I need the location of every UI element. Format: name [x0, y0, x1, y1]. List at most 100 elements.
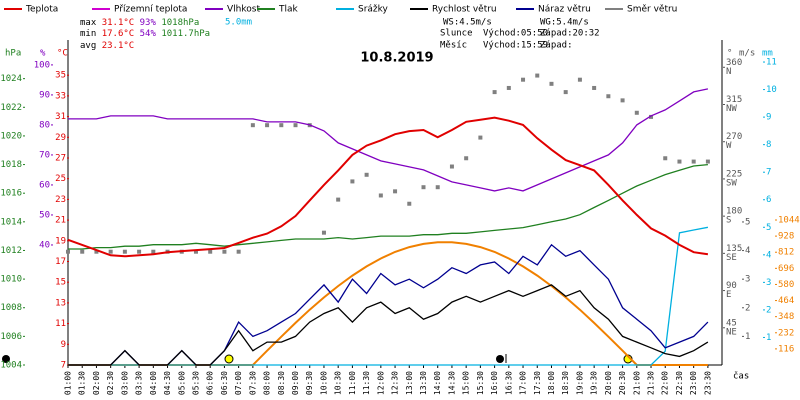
y-tick-label: 1020	[0, 131, 22, 141]
direction-point	[122, 249, 127, 254]
moon-marker	[496, 355, 504, 363]
stat-line: min 17.6°C 54% 1011.7hPa	[80, 29, 210, 39]
stat: WG:5.4m/s	[540, 18, 589, 28]
direction-point	[407, 201, 412, 206]
y-tick-label: 1014	[0, 217, 22, 227]
y-tick-label: 33	[55, 91, 66, 101]
axis-label: hPa	[5, 49, 21, 59]
y-tick-label: 35	[55, 71, 66, 81]
stat: WS:4.5m/s	[443, 18, 492, 28]
x-tick-label: 22:00	[661, 371, 670, 395]
series-line	[68, 163, 708, 250]
x-tick-label: 03:00	[120, 371, 129, 395]
stat-line: max 31.1°C 93% 1018hPa	[80, 18, 199, 28]
y-tick-label: 928	[778, 232, 794, 242]
x-tick-label: 16:00	[490, 371, 499, 395]
direction-point	[151, 249, 156, 254]
y-tick-label: 5	[745, 217, 750, 227]
direction-point	[222, 249, 227, 254]
direction-point	[80, 249, 85, 254]
direction-point	[350, 179, 355, 184]
direction-point	[236, 249, 241, 254]
direction-point	[137, 249, 142, 254]
y-tick-label: 180	[726, 207, 742, 217]
y-tick-label: 70	[39, 150, 50, 160]
y-tick-label: 40	[39, 240, 50, 250]
direction-point	[66, 249, 70, 254]
legend-label: Srážky	[358, 5, 389, 15]
y-tick-label: 5	[766, 223, 771, 233]
y-tick-label: 19	[55, 236, 66, 246]
y-tick-label: 90	[39, 90, 50, 100]
chart-title: 10.8.2019	[360, 51, 433, 66]
x-tick-label: 12:30	[391, 371, 400, 395]
y-tick-label: 270	[726, 132, 742, 142]
x-tick-label: 11:30	[362, 371, 371, 395]
direction-point	[521, 77, 526, 82]
y-tick-label: 4	[745, 246, 750, 256]
y-tick-label: 1024	[0, 74, 22, 84]
stat: Západ:20:32	[540, 29, 600, 39]
y-tick-label: 1006	[0, 332, 22, 342]
y-tick-label: 7	[61, 361, 66, 371]
direction-point	[691, 159, 696, 164]
y-tick-label: 464	[778, 296, 794, 306]
direction-point	[378, 193, 383, 198]
y-tick-label: 580	[778, 280, 794, 290]
direction-point	[94, 249, 99, 254]
x-tick-label: 05:00	[177, 371, 186, 395]
x-tick-label: 12:00	[376, 371, 385, 395]
direction-point	[250, 123, 255, 128]
y-tick-label: 3	[766, 278, 771, 288]
x-tick-label: 06:00	[206, 371, 215, 395]
legend-label: Přízemní teplota	[114, 5, 187, 15]
y-tick-label: 1	[745, 332, 750, 342]
y-tick-label: 348	[778, 312, 794, 322]
y-tick-label: W	[726, 141, 732, 151]
y-tick-label: N	[726, 67, 731, 77]
y-tick-label: 1016	[0, 189, 22, 199]
direction-point	[549, 81, 554, 86]
x-tick-label: 11:00	[348, 371, 357, 395]
direction-point	[478, 135, 483, 140]
direction-point	[677, 159, 682, 164]
stat: 1011.7hPa	[161, 29, 210, 39]
stats: max 31.1°C 93% 1018hPa 5.0mm min 17.6°C …	[80, 18, 600, 51]
x-tick-label: 08:00	[263, 371, 272, 395]
x-tick-label: 23:00	[689, 371, 698, 395]
stat-line: avg 23.1°C	[80, 41, 134, 51]
y-tick-label: 25	[55, 174, 66, 184]
y-tick-label: 50	[39, 210, 50, 220]
x-tick-label: 20:00	[604, 371, 613, 395]
x-tick-label: 01:30	[78, 371, 87, 395]
x-tick-label: 09:30	[305, 371, 314, 395]
y-tick-label: 1010	[0, 275, 22, 285]
y-tick-label: 10	[766, 85, 777, 95]
x-tick-label: 07:30	[248, 371, 257, 395]
y-tick-label: 100	[34, 60, 50, 70]
y-tick-label: 15	[55, 278, 66, 288]
stat-label: min	[80, 29, 96, 39]
x-tick-label: 17:00	[519, 371, 528, 395]
y-tick-label: SE	[726, 253, 737, 263]
x-tick-label: 18:00	[547, 371, 556, 395]
direction-point	[663, 156, 668, 161]
y-tick-label: 13	[55, 298, 66, 308]
direction-point	[563, 90, 568, 95]
stat: 93%	[140, 18, 157, 28]
y-tick-label: 17	[55, 257, 66, 267]
axis-label: mm	[762, 49, 773, 59]
legend-label: Vlhkost	[227, 5, 260, 15]
direction-point	[108, 249, 113, 254]
direction-point	[464, 156, 469, 161]
y-tick-label: 27	[55, 153, 66, 163]
y-tick-label: 80	[39, 120, 50, 130]
y-tick-label: 11	[766, 58, 777, 68]
direction-point	[492, 90, 497, 95]
x-tick-label: 08:30	[277, 371, 286, 395]
y-tick-label: 135	[726, 244, 742, 254]
y-tick-label: 1044	[778, 216, 800, 226]
sun-marker	[224, 354, 234, 364]
direction-point	[293, 123, 298, 128]
